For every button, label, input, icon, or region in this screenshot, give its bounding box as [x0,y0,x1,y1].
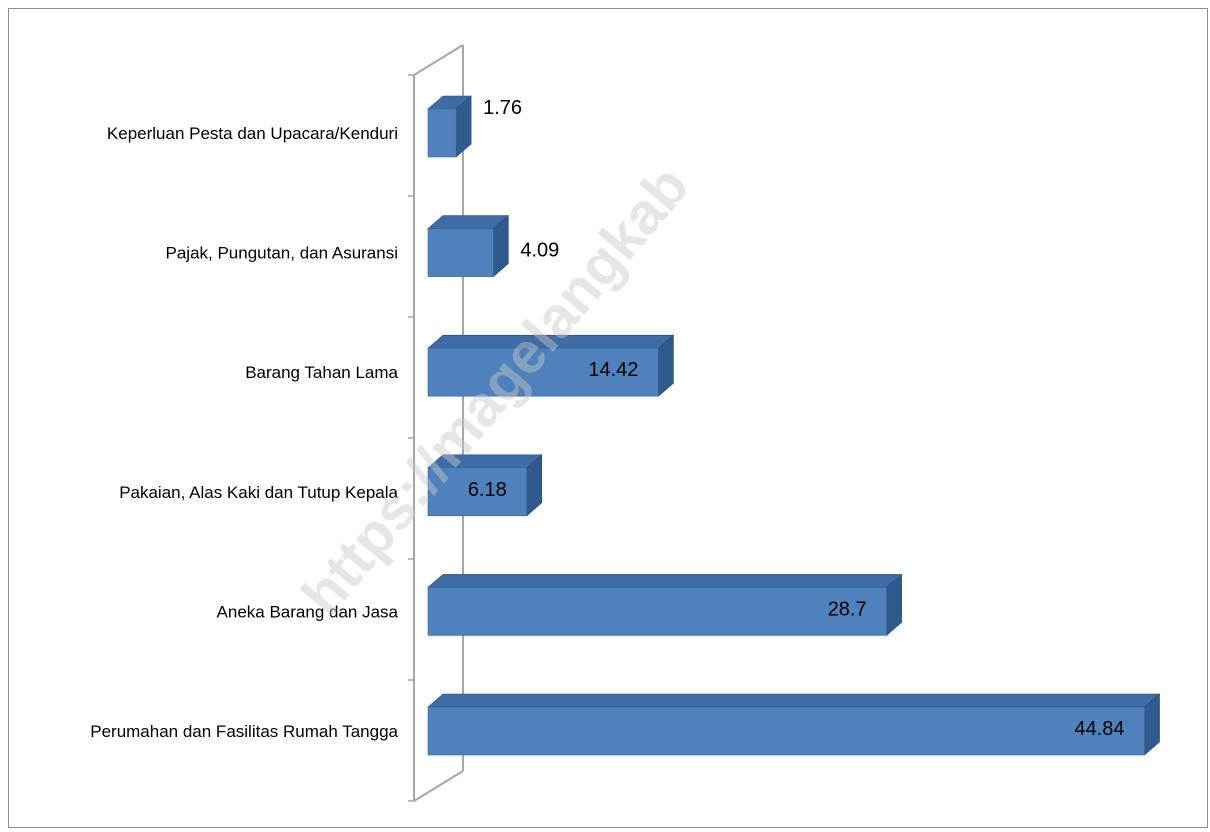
data-label: 44.84 [1074,718,1124,740]
category-label: Pajak, Pungutan, dan Asuransi [166,244,399,263]
data-label: 6.18 [468,479,507,501]
data-label: 4.09 [520,240,559,262]
bars-layer [427,95,1161,756]
category-label: Barang Tahan Lama [245,363,398,382]
bar-top-face [427,574,903,588]
category-label: Aneka Barang dan Jasa [217,602,399,621]
data-label: 28.7 [828,598,867,620]
category-label: Keperluan Pesta dan Upacara/Kenduri [107,124,398,143]
bar [427,228,494,277]
bar-chart: Perumahan dan Fasilitas Rumah Tangga 44.8… [90,44,1161,802]
bar [427,467,528,517]
chart-frame: Perumahan dan Fasilitas Rumah Tangga 44.8… [8,8,1208,828]
bar [427,347,659,397]
bar-top-face [427,693,1161,708]
bar [427,108,457,158]
labels-layer: Perumahan dan Fasilitas Rumah Tangga 44.8… [90,97,1124,741]
bar [427,706,1145,756]
category-label: Pakaian, Alas Kaki dan Tutup Kepala [119,483,398,502]
axis-layer [408,44,464,802]
category-label: Perumahan dan Fasilitas Rumah Tangga [90,722,398,741]
data-label: 1.76 [483,97,522,119]
data-label: 14.42 [588,359,638,381]
axis-wall-top-edge [413,44,464,76]
axis-wall-bottom-edge [413,770,464,802]
bar [427,587,887,636]
